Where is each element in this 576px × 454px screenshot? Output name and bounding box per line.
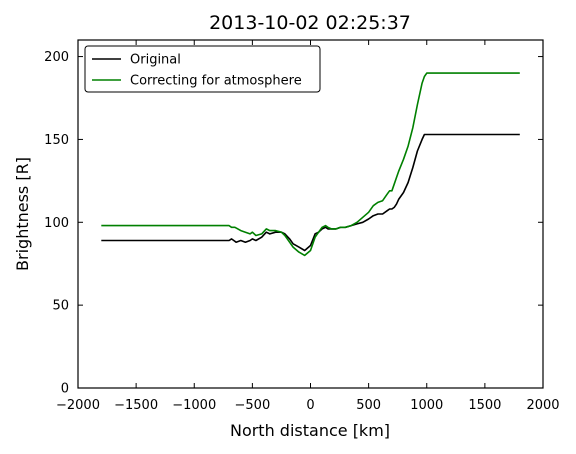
y-tick-label: 200 — [44, 50, 69, 65]
x-tick-label: 2000 — [526, 398, 559, 413]
legend-box — [84, 45, 321, 93]
y-axis-label: Brightness [R] — [13, 157, 32, 271]
legend-label: Correcting for atmosphere — [130, 74, 302, 89]
y-tick-label: 50 — [52, 299, 69, 314]
y-tick-label: 100 — [44, 216, 69, 231]
y-tick-label: 150 — [44, 133, 69, 148]
legend-label: Original — [130, 53, 181, 68]
x-tick-label: −500 — [235, 398, 271, 413]
ticks-group: −2000 −1500 −1000 −500 0 500 1000 1500 2000 0 50 10… — [44, 40, 560, 413]
x-tick-label: −1000 — [172, 398, 216, 413]
x-tick-label: 1500 — [468, 398, 501, 413]
x-axis-label: North distance [km] — [230, 421, 390, 440]
x-tick-label: 1000 — [410, 398, 443, 413]
chart-title: 2013-10-02 02:25:37 — [209, 12, 411, 34]
x-tick-label: −1500 — [114, 398, 158, 413]
series-line-original — [101, 133, 520, 252]
series-line-atmosphere-corrected — [101, 72, 520, 257]
x-tick-label: 0 — [306, 398, 314, 413]
y-tick-label: 0 — [61, 382, 69, 397]
legend: Original Correcting for atmosphere — [84, 45, 321, 93]
plot-frame — [77, 39, 544, 389]
series-group — [101, 72, 520, 257]
x-tick-label: −2000 — [56, 398, 100, 413]
x-tick-label: 500 — [356, 398, 381, 413]
